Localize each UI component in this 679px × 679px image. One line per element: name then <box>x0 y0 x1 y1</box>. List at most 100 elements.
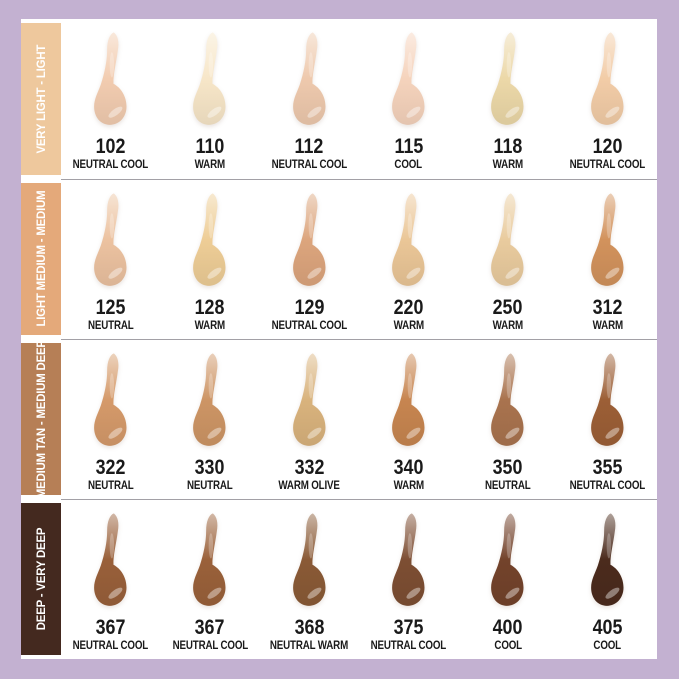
shade-number: 375 <box>393 616 424 639</box>
shade-number: 112 <box>294 135 324 158</box>
shade-cell: 102 NEUTRAL COOL <box>61 19 160 179</box>
shade-cell: 115 COOL <box>359 19 458 179</box>
shade-undertone: WARM <box>194 320 226 332</box>
shade-undertone: NEUTRAL COOL <box>569 159 646 171</box>
swatch-220 <box>392 193 425 286</box>
shade-cell: 125 NEUTRAL <box>61 180 160 339</box>
shade-number: 350 <box>493 456 523 479</box>
shade-undertone: WARM <box>194 159 226 171</box>
shade-number: 102 <box>95 135 126 158</box>
shade-cell: 118 WARM <box>458 19 557 179</box>
shade-cells: 322 NEUTRAL 330 NEUTRAL <box>61 339 657 499</box>
swatch-367 <box>193 513 226 606</box>
shade-undertone: WARM <box>492 320 524 332</box>
shade-number: 220 <box>393 296 424 319</box>
shade-undertone: WARM OLIVE <box>278 480 340 492</box>
shade-cell: 355 NEUTRAL COOL <box>558 340 657 499</box>
swatch-129 <box>292 193 326 286</box>
row-range-tab: VERY LIGHT - LIGHT <box>21 23 61 175</box>
shade-undertone: WARM <box>393 480 424 492</box>
swatch-332 <box>292 353 326 446</box>
shade-cells: 102 NEUTRAL COOL 110 WARM <box>61 19 657 179</box>
shade-undertone: NEUTRAL <box>87 480 134 492</box>
row-range-label: DEEP - VERY DEEP <box>34 527 48 631</box>
shade-number: 120 <box>592 135 623 158</box>
shade-number: 367 <box>95 616 126 639</box>
shade-cell: 350 NEUTRAL <box>458 340 557 499</box>
shade-cell: 375 NEUTRAL COOL <box>359 500 458 659</box>
row-range-label: LIGHT MEDIUM - MEDIUM <box>34 191 48 327</box>
shade-number: 129 <box>294 296 325 319</box>
swatch-375 <box>392 513 425 606</box>
shade-number: 367 <box>195 616 225 639</box>
shade-cell: 405 COOL <box>558 500 657 659</box>
shade-undertone: NEUTRAL COOL <box>271 320 348 332</box>
row-range-tab: DEEP - VERY DEEP <box>21 503 61 655</box>
row-range-tab: MEDIUM TAN - MEDIUM DEEP <box>21 340 61 498</box>
shade-number: 400 <box>493 616 523 639</box>
shade-number: 322 <box>95 456 126 479</box>
shade-row: MEDIUM TAN - MEDIUM DEEP 322 NEUTRAL <box>21 339 657 499</box>
shade-number: 250 <box>493 296 523 319</box>
row-range-tab: LIGHT MEDIUM - MEDIUM <box>21 183 61 335</box>
swatch-405 <box>590 513 624 606</box>
shade-cell: 332 WARM OLIVE <box>260 340 359 499</box>
shade-cell: 322 NEUTRAL <box>61 340 160 499</box>
shade-cell: 128 WARM <box>160 180 259 339</box>
shade-cell: 220 WARM <box>359 180 458 339</box>
swatch-118 <box>491 32 524 125</box>
shade-cell: 129 NEUTRAL COOL <box>260 180 359 339</box>
shade-cells: 367 NEUTRAL COOL 367 NEUTRAL COOL <box>61 499 657 659</box>
swatch-400 <box>491 513 524 606</box>
shade-undertone: NEUTRAL <box>87 320 134 332</box>
shade-row: LIGHT MEDIUM - MEDIUM 125 NEUTRAL <box>21 179 657 339</box>
shade-undertone: NEUTRAL COOL <box>172 640 248 652</box>
shade-cell: 368 NEUTRAL WARM <box>260 500 359 659</box>
shade-cell: 340 WARM <box>359 340 458 499</box>
swatch-330 <box>193 353 226 446</box>
shade-undertone: NEUTRAL COOL <box>569 480 646 492</box>
shade-number: 340 <box>393 456 424 479</box>
swatch-102 <box>94 32 127 125</box>
shade-cell: 330 NEUTRAL <box>160 340 259 499</box>
shade-row: DEEP - VERY DEEP 367 NEUTRAL COOL <box>21 499 657 659</box>
shade-undertone: NEUTRAL COOL <box>72 159 149 171</box>
row-sidebar: VERY LIGHT - LIGHT <box>21 19 61 179</box>
row-sidebar: LIGHT MEDIUM - MEDIUM <box>21 179 61 339</box>
shade-undertone: NEUTRAL COOL <box>72 640 149 652</box>
swatch-250 <box>491 193 524 286</box>
shade-undertone: NEUTRAL COOL <box>271 159 348 171</box>
shade-number: 355 <box>592 456 623 479</box>
shade-undertone: COOL <box>593 640 622 652</box>
shade-number: 332 <box>294 456 325 479</box>
shade-undertone: WARM <box>393 320 424 332</box>
shade-number: 330 <box>195 456 225 479</box>
shade-cell: 250 WARM <box>458 180 557 339</box>
row-sidebar: DEEP - VERY DEEP <box>21 499 61 659</box>
shade-cell: 110 WARM <box>160 19 259 179</box>
swatch-115 <box>392 32 425 125</box>
swatch-312 <box>590 193 624 286</box>
shade-undertone: NEUTRAL <box>187 480 233 492</box>
row-range-label: MEDIUM TAN - MEDIUM DEEP <box>34 340 48 498</box>
swatch-125 <box>94 193 127 286</box>
shade-cell: 312 WARM <box>558 180 657 339</box>
swatch-368 <box>292 513 326 606</box>
swatch-350 <box>491 353 524 446</box>
shade-row: VERY LIGHT - LIGHT 102 NEUTRAL COOL <box>21 19 657 179</box>
shade-number: 405 <box>592 616 623 639</box>
shade-cell: 120 NEUTRAL COOL <box>558 19 657 179</box>
swatch-322 <box>94 353 127 446</box>
shade-undertone: WARM <box>492 159 524 171</box>
row-range-label: VERY LIGHT - LIGHT <box>34 44 48 154</box>
chart-panel: VERY LIGHT - LIGHT 102 NEUTRAL COOL <box>21 19 657 659</box>
swatch-128 <box>193 193 226 286</box>
shade-number: 118 <box>493 135 523 158</box>
shade-undertone: NEUTRAL <box>485 480 531 492</box>
shade-cell: 367 NEUTRAL COOL <box>160 500 259 659</box>
shade-number: 110 <box>195 135 225 158</box>
swatch-367 <box>94 513 127 606</box>
shade-cell: 400 COOL <box>458 500 557 659</box>
shade-cell: 367 NEUTRAL COOL <box>61 500 160 659</box>
